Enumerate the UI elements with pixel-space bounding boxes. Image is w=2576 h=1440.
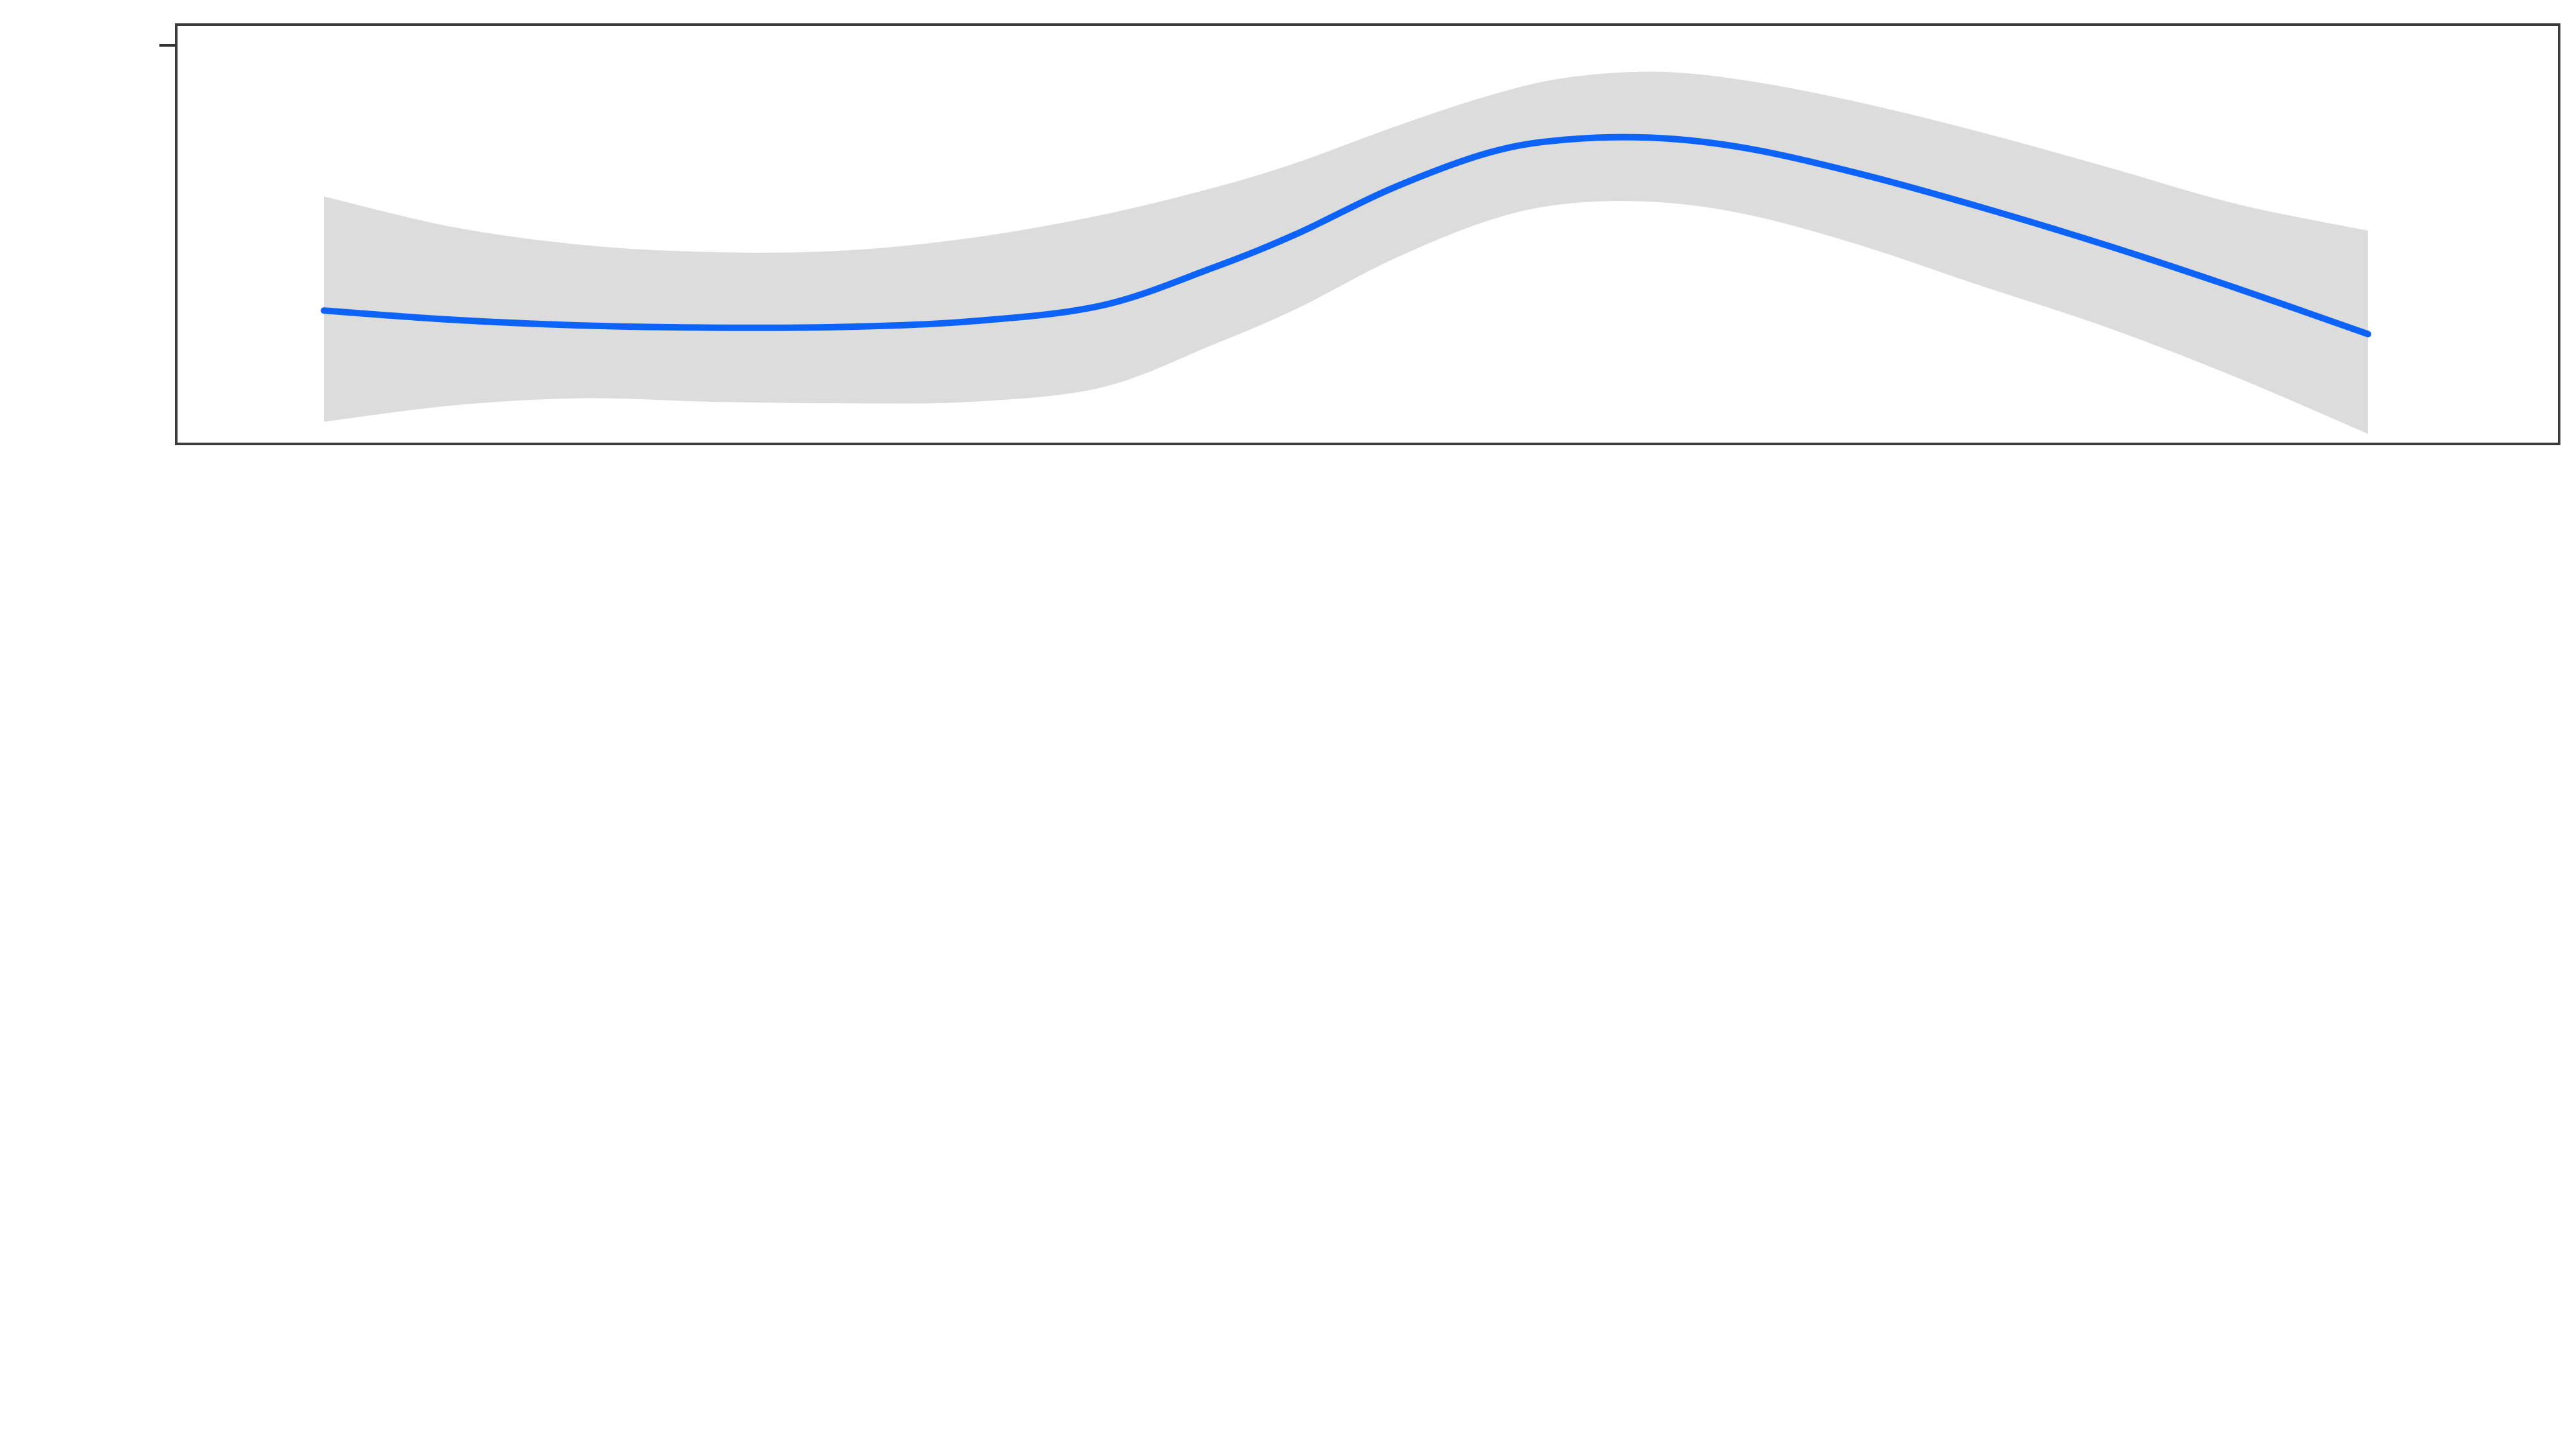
confidence-band-A	[324, 71, 2368, 434]
smooth-line-A	[321, 134, 2371, 338]
panel-A-border	[175, 23, 2560, 445]
panel-A	[159, 23, 2560, 445]
